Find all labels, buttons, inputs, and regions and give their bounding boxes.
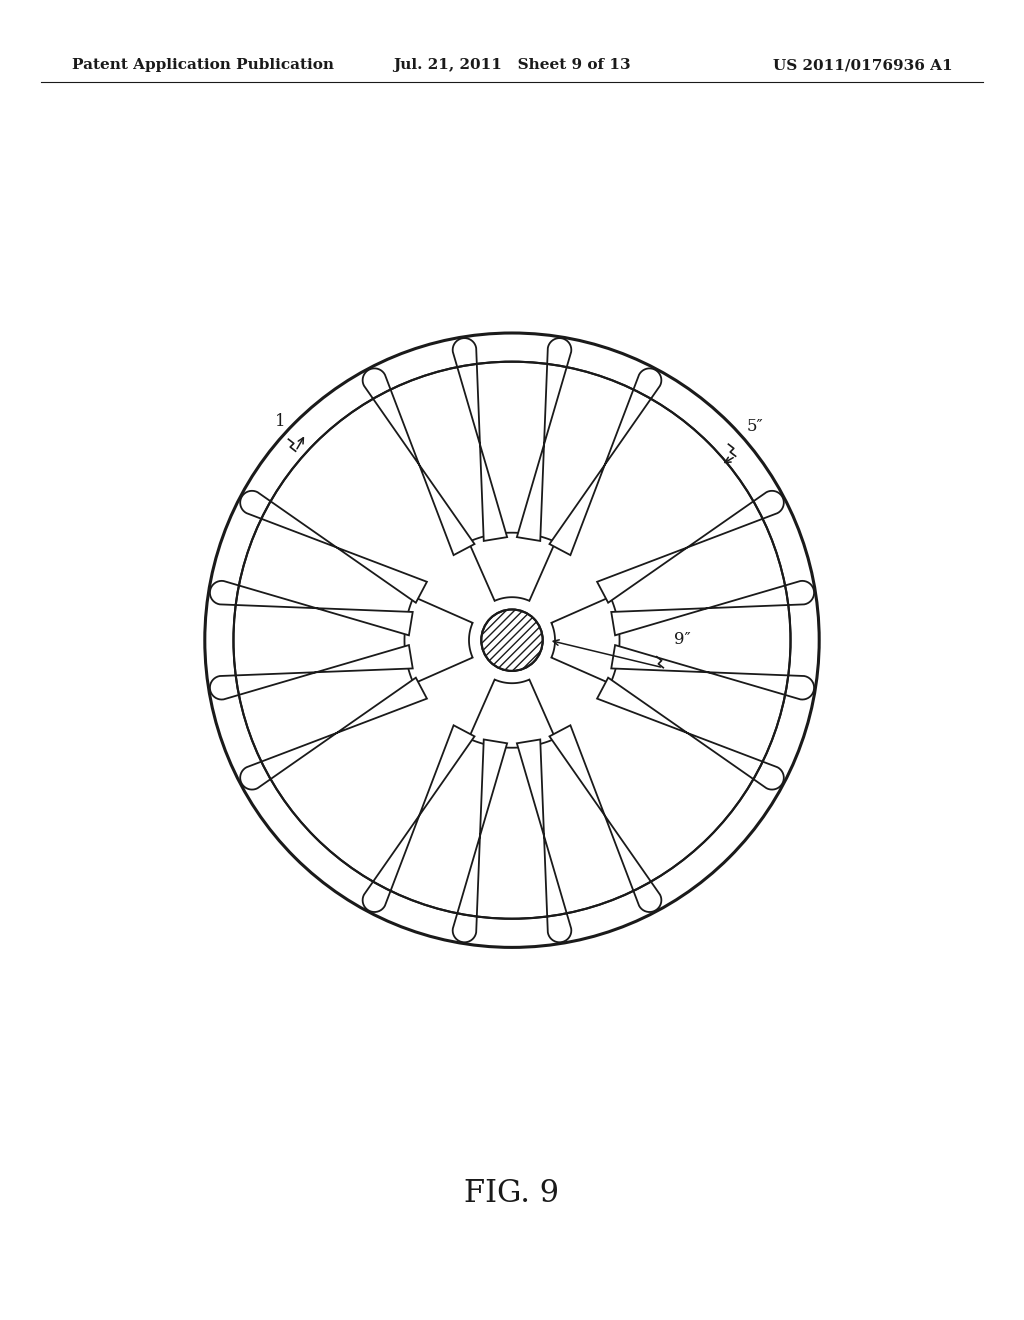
Polygon shape — [404, 597, 473, 684]
Polygon shape — [517, 338, 571, 541]
Polygon shape — [611, 645, 814, 700]
Text: 5″: 5″ — [746, 418, 764, 436]
Polygon shape — [611, 581, 814, 635]
Text: Patent Application Publication: Patent Application Publication — [72, 58, 334, 73]
Polygon shape — [597, 491, 783, 603]
Polygon shape — [210, 645, 413, 700]
Polygon shape — [362, 725, 474, 912]
Polygon shape — [517, 739, 571, 942]
Polygon shape — [551, 597, 620, 684]
Text: FIG. 9: FIG. 9 — [465, 1177, 559, 1209]
Polygon shape — [469, 533, 555, 601]
Polygon shape — [453, 739, 507, 942]
Circle shape — [481, 610, 543, 671]
Polygon shape — [469, 680, 555, 747]
Polygon shape — [597, 677, 783, 789]
Polygon shape — [550, 368, 662, 556]
Text: US 2011/0176936 A1: US 2011/0176936 A1 — [773, 58, 952, 73]
Polygon shape — [550, 725, 662, 912]
Circle shape — [233, 362, 791, 919]
Polygon shape — [241, 491, 427, 603]
Text: 1: 1 — [274, 413, 286, 430]
Polygon shape — [210, 581, 413, 635]
Polygon shape — [453, 338, 507, 541]
Text: Jul. 21, 2011   Sheet 9 of 13: Jul. 21, 2011 Sheet 9 of 13 — [393, 58, 631, 73]
Polygon shape — [205, 333, 819, 948]
Text: 9″: 9″ — [674, 631, 691, 648]
Polygon shape — [362, 368, 474, 556]
Polygon shape — [241, 677, 427, 789]
